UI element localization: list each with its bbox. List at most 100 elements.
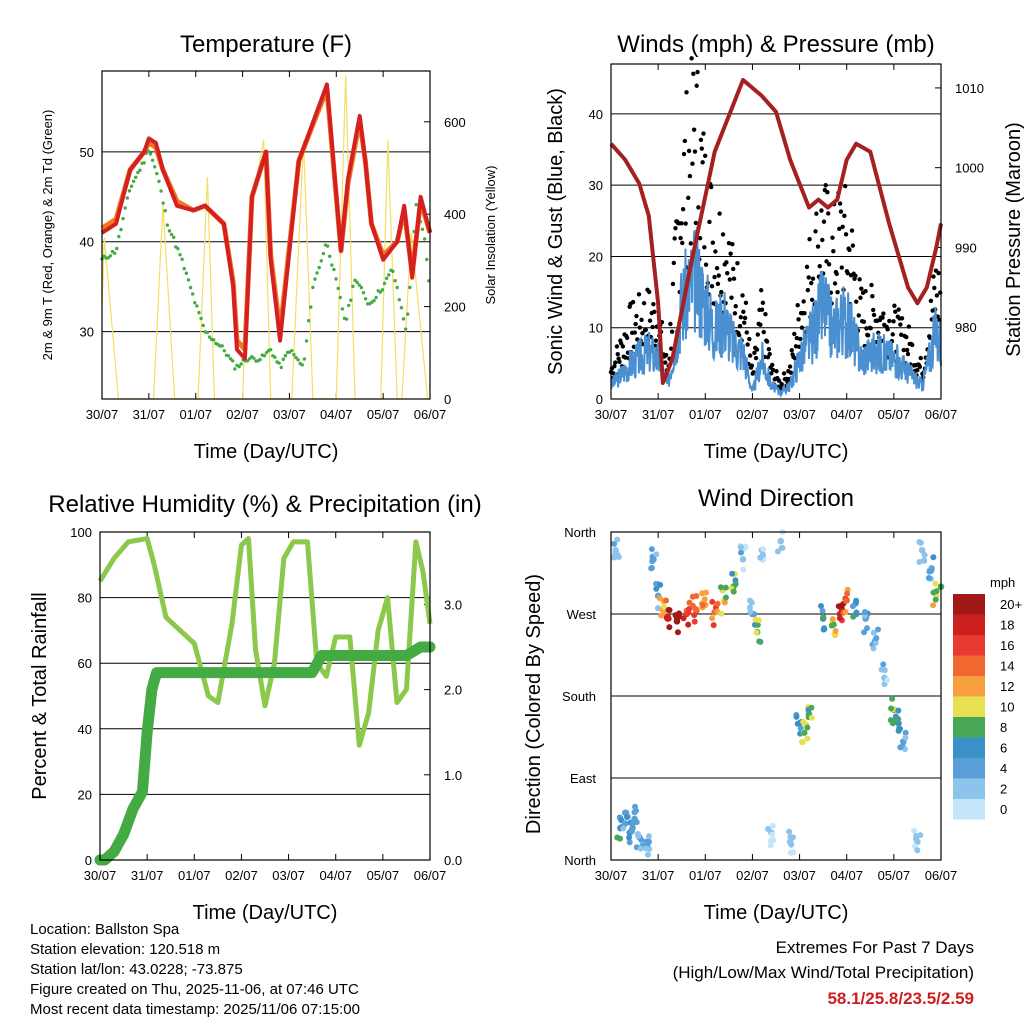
dewpoint-point	[159, 189, 163, 193]
y-tick-label-3-2: South	[562, 689, 596, 704]
direction-point	[622, 809, 629, 816]
legend-label-1: 18	[1000, 618, 1014, 633]
gust-point	[743, 300, 749, 305]
legend-swatch-2	[953, 635, 985, 656]
dewpoint-point	[408, 285, 412, 290]
gust-point	[824, 259, 829, 264]
direction-point	[626, 834, 633, 841]
gust-point	[680, 206, 686, 212]
direction-point	[861, 608, 868, 615]
direction-point	[691, 618, 698, 625]
gust-point	[747, 336, 752, 342]
dewpoint-point	[374, 295, 378, 300]
direction-point	[614, 536, 621, 543]
direction-point	[799, 739, 806, 746]
gust-point	[871, 312, 877, 318]
x-axis-label-2: Time (Day/UTC)	[193, 902, 338, 924]
direction-point	[739, 556, 747, 563]
gust-point	[702, 153, 708, 158]
gust-point	[741, 309, 746, 315]
dewpoint-point	[344, 317, 349, 321]
x-tick-label-3-2: 01/07	[689, 868, 722, 883]
gust-point	[716, 273, 721, 278]
gust-point	[904, 347, 910, 353]
gust-point	[859, 286, 864, 291]
gust-point	[720, 232, 726, 237]
gust-point	[687, 173, 693, 179]
gust-point	[663, 360, 668, 365]
dewpoint-point	[245, 359, 250, 363]
gust-point	[834, 271, 839, 277]
gust-point	[788, 370, 794, 375]
gust-point	[806, 275, 811, 280]
gust-point	[899, 316, 905, 321]
direction-point	[769, 831, 776, 838]
dewpoint-point	[195, 304, 199, 308]
dewpoint-point	[138, 168, 142, 172]
direction-point	[620, 825, 627, 832]
direction-point	[849, 603, 856, 610]
gust-point	[842, 213, 847, 219]
direction-point	[658, 612, 665, 619]
panel-title-2: Relative Humidity (%) & Precipitation (i…	[48, 491, 481, 518]
gust-point	[652, 309, 657, 314]
gust-point	[710, 240, 716, 245]
gust-point	[673, 225, 678, 231]
x-tick-label-3-5: 04/07	[830, 868, 863, 883]
legend-swatch-0	[953, 594, 985, 615]
gust-point	[881, 311, 886, 316]
gust-point	[861, 319, 867, 324]
dewpoint-point	[142, 161, 146, 165]
direction-point	[921, 551, 928, 558]
x-tick-label-3-7: 06/07	[925, 868, 958, 883]
gust-point	[787, 364, 793, 369]
y-tick-label-1-0: 0	[596, 392, 603, 407]
gust-point	[708, 184, 714, 190]
gust-point	[815, 244, 821, 249]
gust-point	[754, 347, 760, 352]
direction-point	[821, 626, 828, 633]
gust-point	[847, 247, 852, 253]
direction-point	[637, 845, 644, 852]
gust-point	[781, 371, 787, 376]
gust-point	[868, 326, 873, 331]
gust-point	[672, 236, 677, 241]
gust-point	[735, 261, 740, 266]
gust-point	[764, 339, 770, 344]
gust-point	[632, 330, 637, 335]
dewpoint-point	[157, 179, 161, 184]
gust-point	[745, 342, 750, 347]
dewpoint-point	[304, 339, 309, 343]
y-tick-right-label-1-2: 1000	[955, 161, 984, 176]
dewpoint-point	[361, 290, 366, 295]
gust-point	[898, 322, 903, 327]
direction-point	[747, 608, 754, 615]
gust-point	[691, 71, 696, 77]
gust-point	[910, 342, 915, 348]
direction-point	[901, 746, 908, 753]
direction-point	[666, 624, 673, 631]
gust-point	[740, 293, 745, 298]
x-tick-label-1-1: 31/07	[642, 407, 675, 422]
gust-point	[679, 221, 684, 226]
humidity-line	[97, 536, 433, 748]
dewpoint-point	[129, 184, 134, 188]
y-tick-right-label-1-0: 980	[955, 320, 977, 335]
extremes-values: 58.1/25.8/23.5/2.59	[827, 989, 974, 1008]
direction-point	[655, 605, 662, 612]
direction-point	[740, 566, 747, 573]
dewpoint-point	[363, 297, 368, 301]
gust-point	[732, 311, 738, 316]
gust-point	[700, 160, 705, 165]
direction-point	[768, 837, 775, 844]
y-tick-right-label-0-1: 200	[444, 300, 466, 315]
dewpoint-point	[115, 246, 119, 251]
direction-point	[653, 585, 660, 592]
x-tick-label-2-1: 31/07	[131, 868, 164, 883]
gust-point	[849, 228, 855, 233]
gust-point	[702, 245, 707, 250]
gust-point	[683, 221, 688, 226]
direction-point	[888, 705, 895, 712]
direction-point	[617, 835, 624, 842]
gust-point	[701, 131, 706, 136]
